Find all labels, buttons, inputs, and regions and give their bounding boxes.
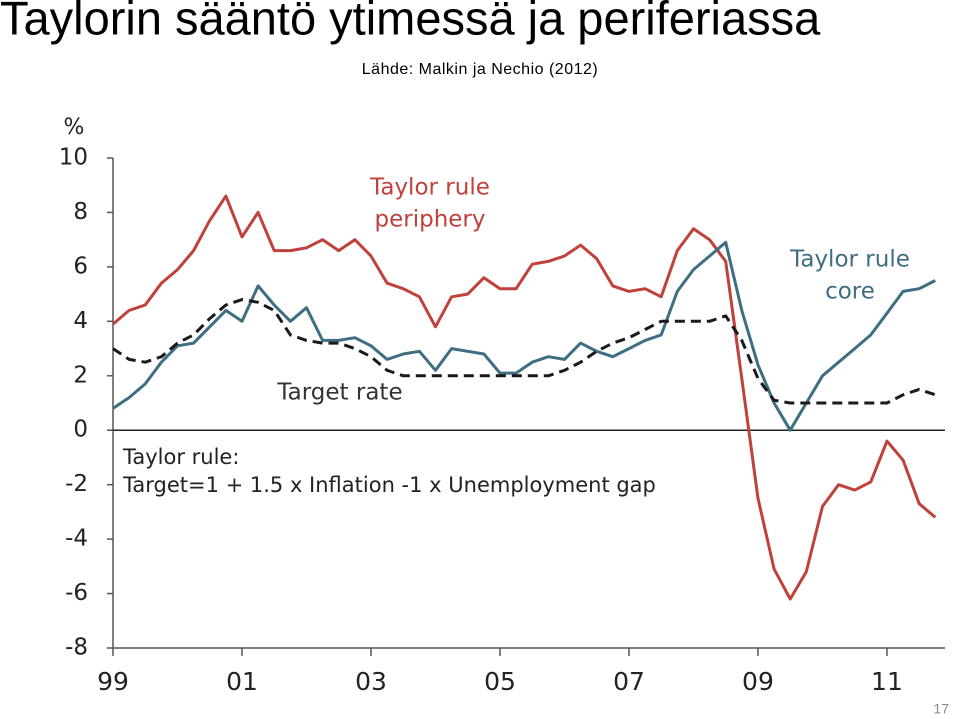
series-label: Taylor rule bbox=[789, 247, 910, 273]
y-tick-label: -2 bbox=[65, 471, 88, 497]
y-tick-label: 0 bbox=[73, 417, 88, 443]
series-line bbox=[112, 194, 937, 601]
y-tick-label: 4 bbox=[73, 308, 88, 334]
y-axis-label: % bbox=[64, 115, 85, 140]
subtitle: Lähde: Malkin ja Nechio (2012) bbox=[362, 61, 598, 78]
annotation: Target=1 + 1.5 x Inflation -1 x Unemploy… bbox=[122, 473, 656, 497]
x-tick-label: 07 bbox=[613, 667, 645, 696]
x-tick-label: 99 bbox=[97, 667, 129, 696]
y-tick-label: -4 bbox=[65, 526, 88, 552]
series-label: periphery bbox=[375, 207, 486, 233]
x-tick-label: 03 bbox=[355, 667, 387, 696]
series-label: Taylor rule bbox=[369, 175, 490, 201]
series-label: Target rate bbox=[276, 380, 402, 406]
x-tick-label: 05 bbox=[484, 667, 516, 696]
y-tick-label: 2 bbox=[73, 362, 88, 388]
y-tick-label: -8 bbox=[65, 635, 88, 661]
page-number: 17 bbox=[933, 701, 949, 717]
y-tick-label: 10 bbox=[59, 145, 88, 171]
y-tick-label: -6 bbox=[65, 580, 88, 606]
slide-title: Taylorin sääntö ytimessä ja periferiassa bbox=[0, 0, 821, 44]
series-line bbox=[112, 298, 936, 405]
x-tick-label: 01 bbox=[226, 667, 258, 696]
y-tick-label: 6 bbox=[73, 253, 88, 279]
y-tick-label: 8 bbox=[73, 199, 88, 225]
series-line bbox=[112, 240, 936, 432]
x-tick-label: 11 bbox=[871, 667, 903, 696]
x-tick-label: 09 bbox=[742, 667, 774, 696]
annotation: Taylor rule: bbox=[122, 445, 239, 469]
series-label: core bbox=[825, 279, 875, 305]
